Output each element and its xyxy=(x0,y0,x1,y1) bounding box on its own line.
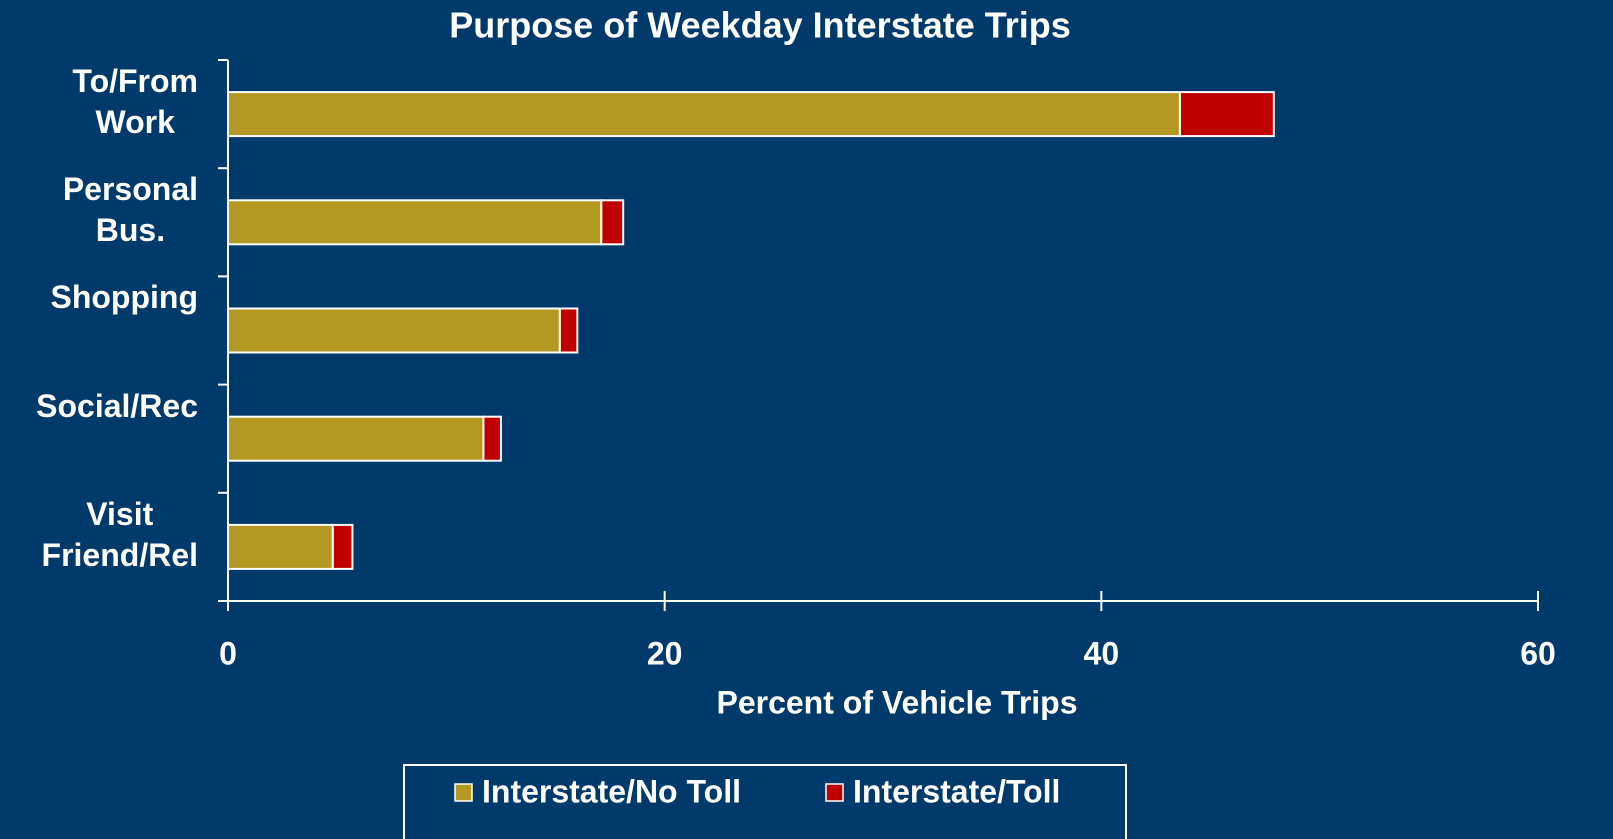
legend-box xyxy=(403,764,1127,839)
legend-swatch xyxy=(825,783,844,802)
bar-segment xyxy=(482,415,502,462)
legend-label: Interstate/Toll xyxy=(853,773,1060,809)
x-tick-label: 20 xyxy=(647,635,683,671)
category-label: To/From Work xyxy=(72,63,198,140)
category-label: Shopping xyxy=(50,279,198,316)
bar-segment xyxy=(227,415,485,462)
category-label: Social/Rec xyxy=(36,387,198,424)
bar-segment xyxy=(227,307,561,354)
bar-segment xyxy=(331,523,354,570)
legend-swatch xyxy=(454,783,473,802)
chart-title: Purpose of Weekday Interstate Trips xyxy=(449,5,1071,46)
x-tick-label: 40 xyxy=(1084,635,1120,671)
bar-segment xyxy=(1178,91,1275,138)
x-tick-label: 60 xyxy=(1520,635,1556,671)
bar-segment xyxy=(558,307,579,354)
bar-segment xyxy=(227,91,1181,138)
x-tick-label: 0 xyxy=(219,635,237,671)
bar-segment xyxy=(227,523,334,570)
legend-label: Interstate/No Toll xyxy=(482,773,741,809)
category-label: Visit Friend/Rel xyxy=(41,495,198,573)
x-axis-label: Percent of Vehicle Trips xyxy=(716,684,1077,720)
bar-segment xyxy=(600,199,625,246)
bar-segment xyxy=(227,199,603,246)
category-label: Personal Bus. xyxy=(62,171,198,249)
